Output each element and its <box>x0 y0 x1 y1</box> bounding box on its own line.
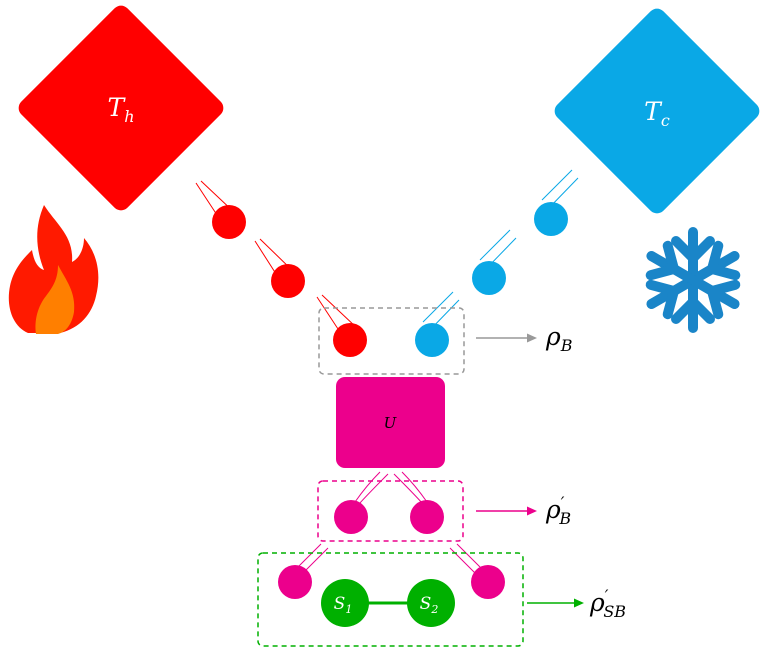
post-particle-left <box>334 500 368 534</box>
unitary-gate: U <box>336 377 445 468</box>
bath-state-arrow <box>476 333 537 343</box>
cold-particles <box>415 169 579 357</box>
cold-reservoir-label: Tc <box>644 97 670 130</box>
snowflake-arm <box>645 240 741 320</box>
post-bath-particles <box>334 500 444 534</box>
outer-particle-right <box>471 565 505 599</box>
post-particle-right <box>410 500 444 534</box>
svg-text:S2: S2 <box>420 594 439 616</box>
cold-particle <box>415 291 460 357</box>
system-bath-state-box <box>257 552 524 647</box>
unitary-box <box>336 377 445 468</box>
svg-text:S1: S1 <box>334 594 353 616</box>
system-bath-state-arrow <box>527 598 584 608</box>
post-bath-state-arrow <box>476 506 537 516</box>
outer-particle-left <box>278 565 312 599</box>
fire-icon <box>8 205 99 334</box>
hot-particle <box>195 180 246 239</box>
snowflake-icon <box>645 227 741 333</box>
post-bath-state-label: ρ′ B <box>545 493 571 528</box>
unitary-label: U <box>384 414 398 432</box>
cold-particle <box>534 169 579 236</box>
hot-reservoir: Th <box>18 5 224 211</box>
hot-particles <box>195 180 367 357</box>
cold-particle <box>472 229 517 295</box>
hot-reservoir-label: Th <box>108 93 135 126</box>
hot-reservoir-box <box>18 5 224 211</box>
cold-reservoir-box <box>554 8 760 214</box>
snowflake-arm <box>645 240 741 320</box>
bath-state-box <box>318 307 465 375</box>
system-qubit-2: S2 <box>407 579 455 627</box>
post-bath-state-box <box>317 480 464 542</box>
snowflake-arm <box>671 227 715 333</box>
unitary-output-trails <box>354 471 428 505</box>
flame-outer <box>8 205 99 333</box>
system-bath-state-label: ρ′ SB <box>589 586 626 621</box>
flame-inner <box>35 265 75 334</box>
cold-reservoir: Tc <box>554 8 760 214</box>
bath-state-label: ρB <box>545 322 573 355</box>
hot-particle <box>316 294 367 357</box>
system-qubit-1: S1 <box>321 579 369 627</box>
outer-trails <box>291 543 487 578</box>
hot-particle <box>254 238 305 298</box>
